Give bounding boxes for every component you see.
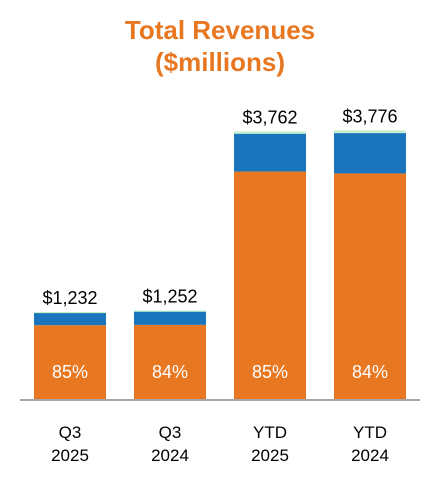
x-tick-label-line2: 2024 (351, 446, 389, 465)
total-label: $1,252 (142, 287, 197, 307)
bar-segment-1-1 (34, 325, 106, 400)
segment-percent-label: 85% (52, 362, 88, 382)
chart-title-line-1: Total Revenues (125, 15, 315, 45)
x-tick-label-line1: YTD (253, 423, 287, 442)
bars-group (34, 130, 406, 400)
bar-segment-1-4 (334, 173, 406, 400)
x-tick-label-line1: Q3 (59, 423, 82, 442)
total-label: $3,776 (342, 106, 397, 126)
bar-segment-3-3 (234, 131, 306, 134)
segment-percent-label: 85% (252, 362, 288, 382)
x-tick-label-line2: 2025 (251, 446, 289, 465)
x-tick-label-line2: 2025 (51, 446, 89, 465)
total-label: $3,762 (242, 107, 297, 127)
segment-percent-label: 84% (352, 362, 388, 382)
segment-percent-label: 84% (152, 362, 188, 382)
bar-segment-2-3 (234, 133, 306, 172)
bar-segment-1-2 (134, 324, 206, 400)
bar-segment-3-4 (334, 130, 406, 134)
bar-segment-3-2 (134, 310, 206, 312)
total-label: $1,232 (42, 288, 97, 308)
chart-title-line-2: ($millions) (155, 47, 285, 77)
bar-segment-2-1 (34, 313, 106, 326)
x-tick-label-line2: 2024 (151, 446, 189, 465)
labels-group: $1,232 85% Q3 2025 $1,252 84% Q3 2024 $3,762 85% Y… (42, 106, 397, 465)
bar-segment-3-1 (34, 312, 106, 314)
x-tick-label-line1: YTD (353, 423, 387, 442)
x-tick-label-line1: Q3 (159, 423, 182, 442)
bar-segment-1-3 (234, 171, 306, 400)
bar-segment-2-4 (334, 133, 406, 174)
bar-segment-2-2 (134, 311, 206, 325)
